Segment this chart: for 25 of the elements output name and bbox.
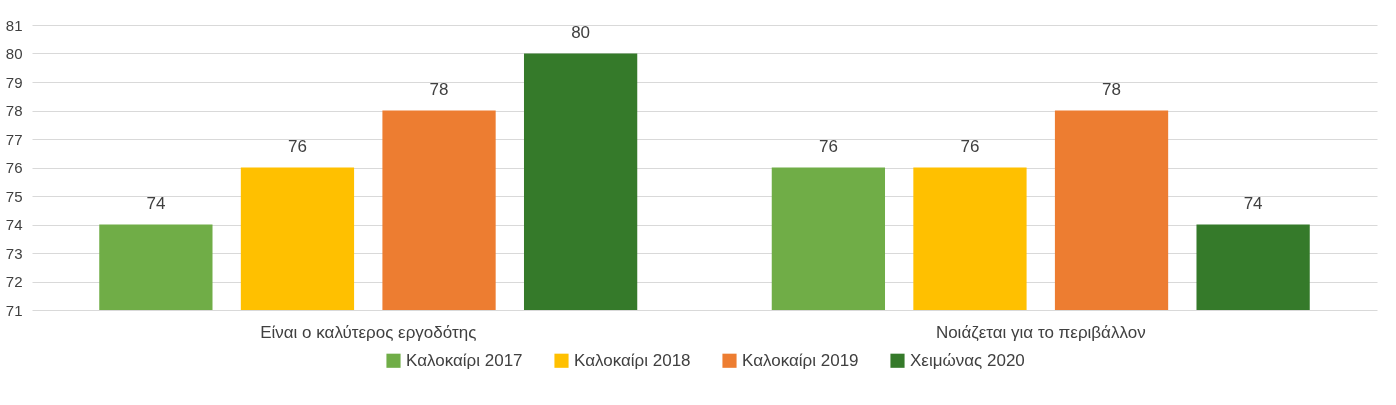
y-tick-label: 72 <box>5 273 23 290</box>
legend-label: Καλοκαίρι 2019 <box>742 350 859 370</box>
data-label: 80 <box>571 22 591 42</box>
y-tick-label: 77 <box>5 130 23 148</box>
legend-label: Καλοκαίρι 2017 <box>406 350 523 370</box>
y-tick-label: 75 <box>5 187 23 205</box>
data-label: 76 <box>288 136 307 156</box>
y-tick-label: 71 <box>5 301 23 319</box>
y-tick-label: 78 <box>5 102 23 119</box>
data-label: 78 <box>1102 79 1121 99</box>
x-tick-label: Νοιάζεται για το περιβάλλον <box>935 322 1146 342</box>
legend-label: Καλοκαίρι 2018 <box>574 350 691 370</box>
y-tick-label: 73 <box>5 244 23 262</box>
data-label: 76 <box>818 136 838 156</box>
data-label: 74 <box>1243 193 1263 213</box>
y-tick-label: 76 <box>5 159 23 176</box>
legend-label: Χειμώνας 2020 <box>910 350 1025 370</box>
data-label: 76 <box>960 136 980 156</box>
data-label: 74 <box>146 193 166 213</box>
y-tick-label: 74 <box>5 216 23 233</box>
data-label: 78 <box>429 79 449 99</box>
y-tick-label: 81 <box>5 16 23 34</box>
y-tick-label: 80 <box>5 45 23 62</box>
x-tick-label: Είναι ο καλύτερος εργοδότης <box>260 322 477 342</box>
y-tick-label: 79 <box>5 73 23 91</box>
